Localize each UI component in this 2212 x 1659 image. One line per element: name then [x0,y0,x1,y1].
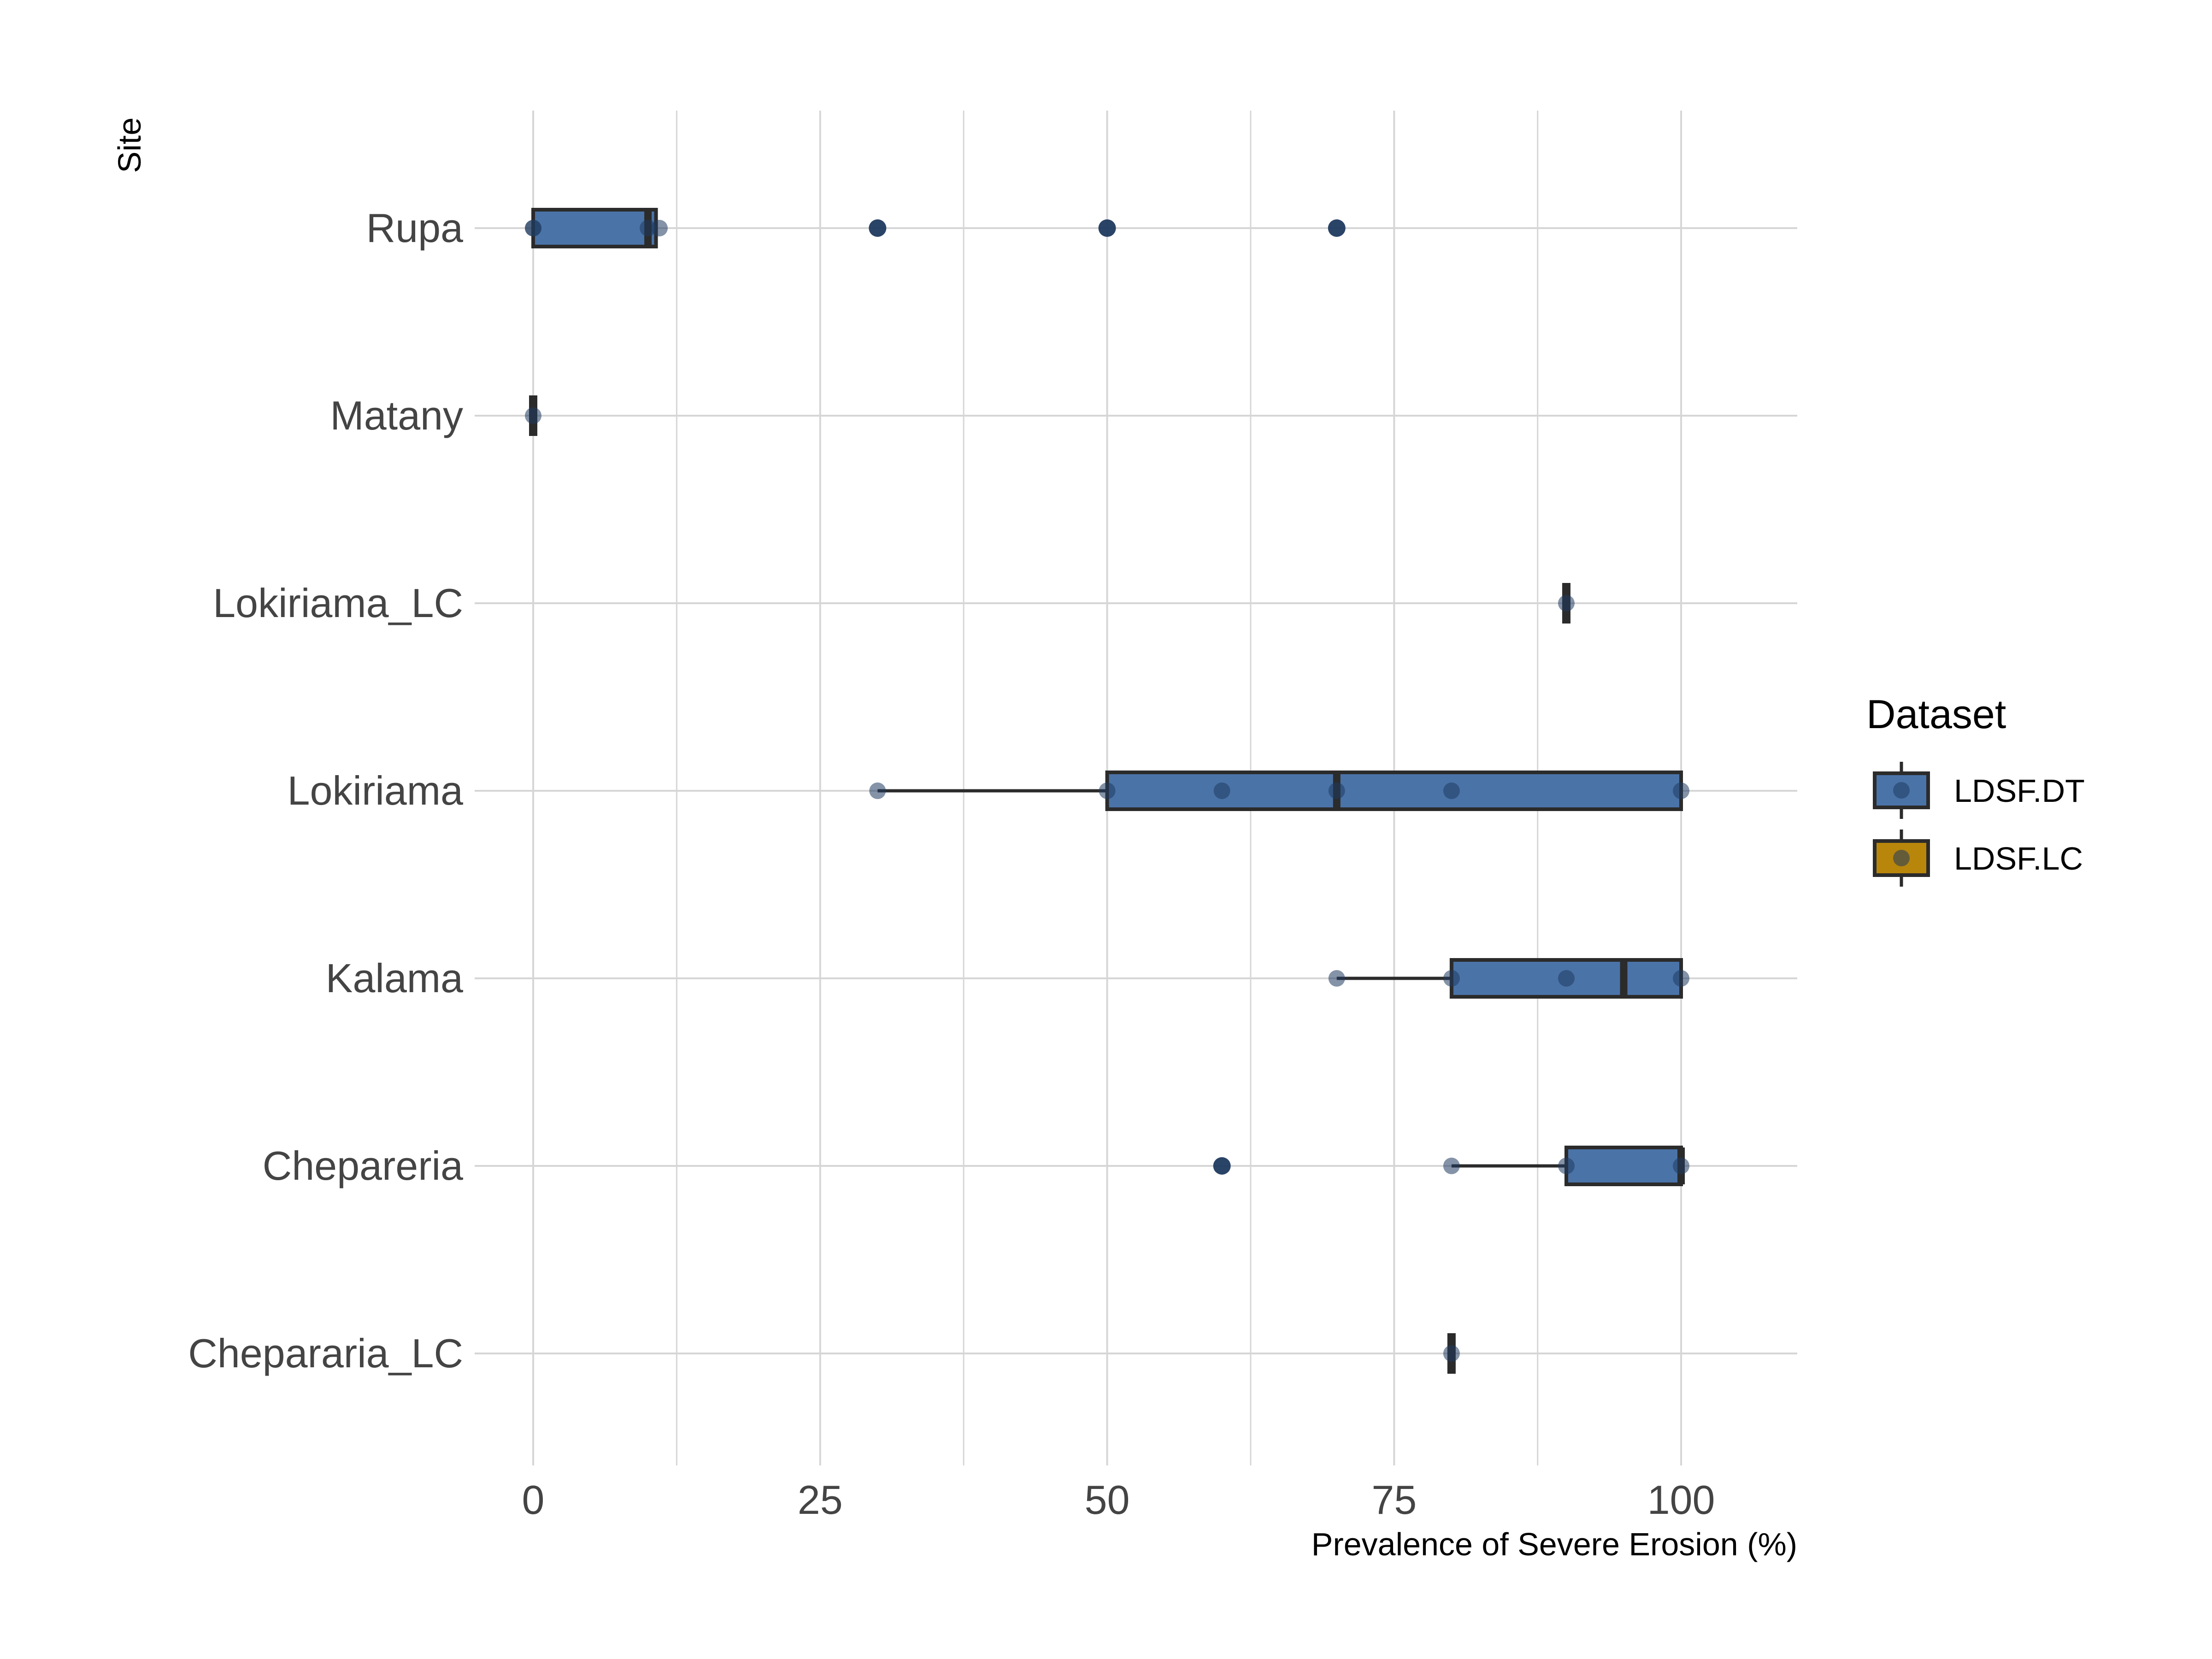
x-tick-labels: 0 25 50 75 100 [522,1477,1715,1523]
x-tick-label: 75 [1371,1477,1417,1523]
y-tick-label: Chepareria [263,1143,463,1188]
y-tick-labels: Rupa Matany Lokiriama_LC Lokiriama Kalama Che… [188,205,463,1376]
x-axis-title: Prevalence of Severe Erosion (%) [1312,1526,1797,1562]
data-point [525,220,541,236]
y-tick-label: Chepararia_LC [188,1330,463,1376]
box-Lokiriama [877,771,1683,811]
x-tick-label: 0 [522,1477,545,1523]
y-tick-label: Lokiriama_LC [213,580,463,626]
y-tick-label: Matany [330,393,463,438]
y-tick-label: Kalama [326,955,463,1001]
legend-key-point [1893,850,1910,866]
legend-label: LDSF.LC [1954,841,2083,877]
boxes [529,208,1685,1374]
data-point [1443,1158,1460,1174]
data-point [525,407,541,424]
legend-entry-LDSF.DT: LDSF.DT [1873,762,2085,819]
y-tick-label: Rupa [366,205,463,251]
data-point [1213,782,1230,799]
box-iqr [531,208,658,248]
data-point [1673,970,1689,987]
legend-key-box [1873,839,1930,877]
data-point [1558,595,1575,612]
data-point [1328,970,1345,987]
data-point [1443,782,1460,799]
data-point [1558,970,1575,987]
legend: Dataset LDSF.DT LDSF.LC [1866,691,2085,887]
data-point [1673,1158,1689,1174]
x-tick-label: 25 [798,1477,843,1523]
data-point [1673,782,1689,799]
outlier-point [869,219,887,237]
x-tick-label: 50 [1085,1477,1130,1523]
legend-label: LDSF.DT [1954,773,2085,809]
box-iqr [1105,771,1683,811]
data-point [1558,1158,1575,1174]
outlier-point [1098,219,1116,237]
data-point [640,220,657,236]
data-point [1099,782,1116,799]
data-point [1443,970,1460,987]
data-point [1328,782,1345,799]
outlier-point [1213,1157,1231,1175]
box-Rupa [531,208,658,248]
data-point [869,782,886,799]
data-point [1443,1345,1460,1362]
points [525,219,1689,1362]
outlier-point [1328,219,1346,237]
legend-entry-LDSF.LC: LDSF.LC [1873,830,2083,887]
box-iqr [1564,1146,1683,1186]
y-tick-label: Lokiriama [288,768,464,813]
data-point [651,220,668,236]
legend-title: Dataset [1866,691,2006,737]
legend-key-point [1893,782,1910,799]
y-axis-title: Site [112,118,147,173]
x-tick-label: 100 [1647,1477,1715,1523]
